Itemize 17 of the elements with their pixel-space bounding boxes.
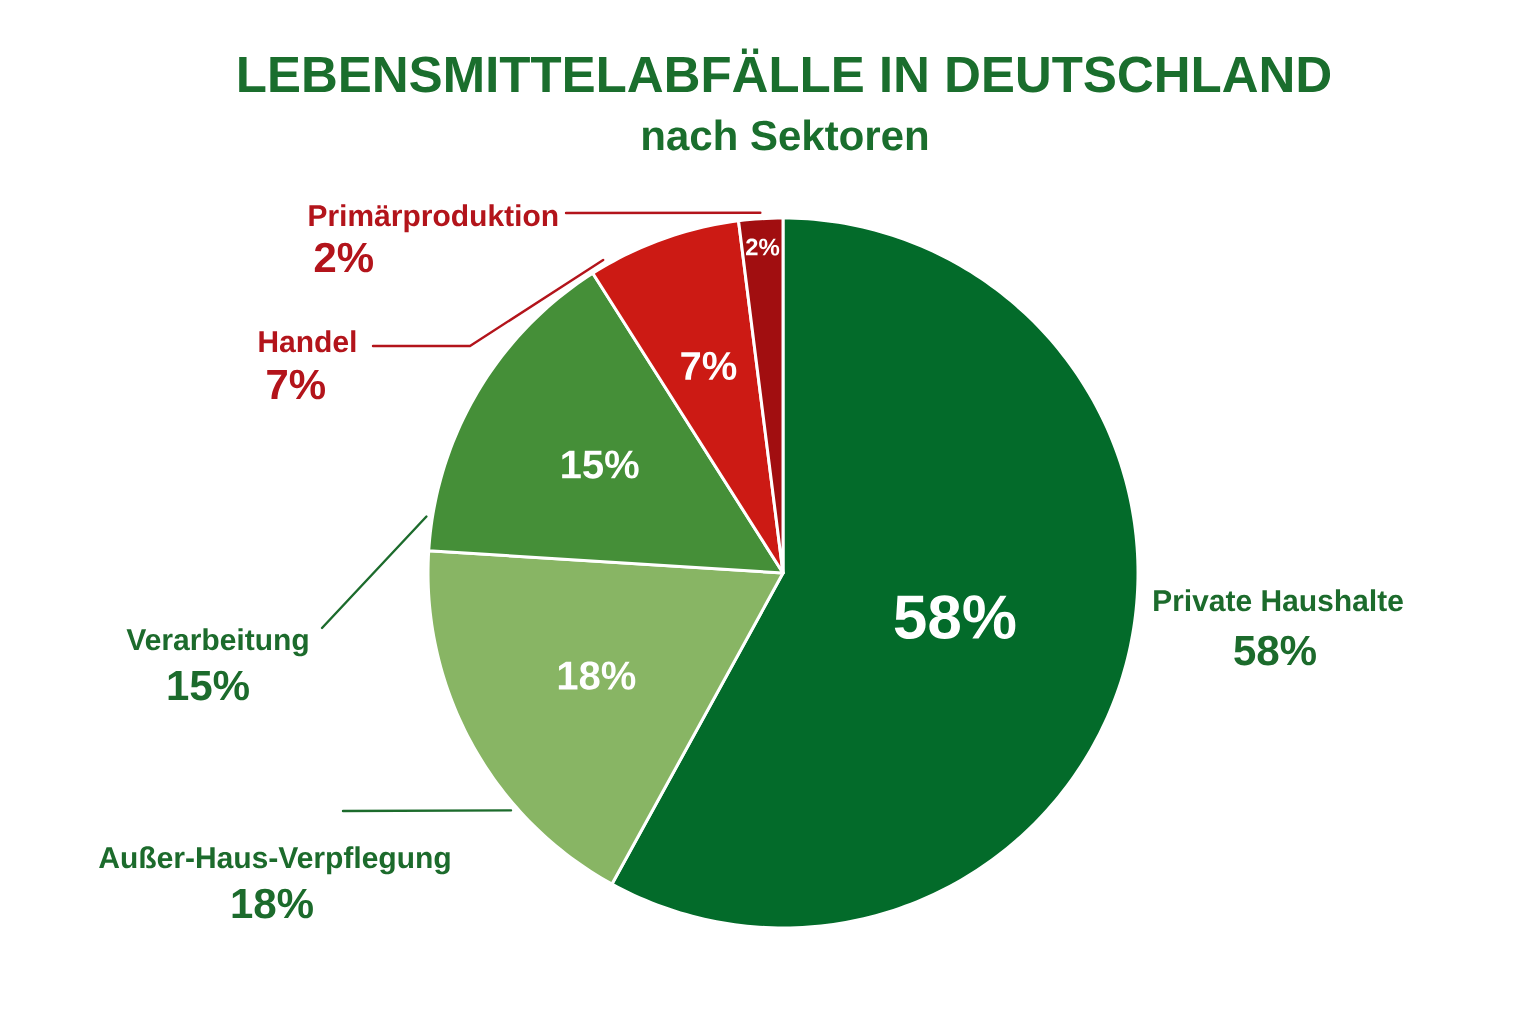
- data-label: 7%: [681, 351, 737, 380]
- chart-title: LEBENSMITTELABFÄLLE IN DEUTSCHLAND: [239, 48, 1331, 93]
- data-label: 2%: [746, 238, 780, 256]
- text: 7%: [267, 369, 325, 400]
- text: 18%: [232, 888, 313, 919]
- slice-label: Verarbeitung: [126, 628, 308, 657]
- slice-label: Handel: [259, 330, 356, 353]
- chart-subtitle: nach Sektoren: [643, 119, 928, 151]
- text: 15%: [168, 670, 249, 701]
- data-label: 15%: [562, 450, 639, 479]
- slice-label: Primärproduktion: [309, 204, 558, 233]
- text: 2%: [314, 242, 373, 273]
- text: 58%: [1234, 635, 1316, 666]
- data-label: 58%: [894, 595, 1016, 640]
- data-label: 18%: [558, 661, 636, 690]
- slice-label: Außer-Haus-Verpflegung: [99, 846, 450, 875]
- slice-label: Private Haushalte: [1154, 589, 1403, 612]
